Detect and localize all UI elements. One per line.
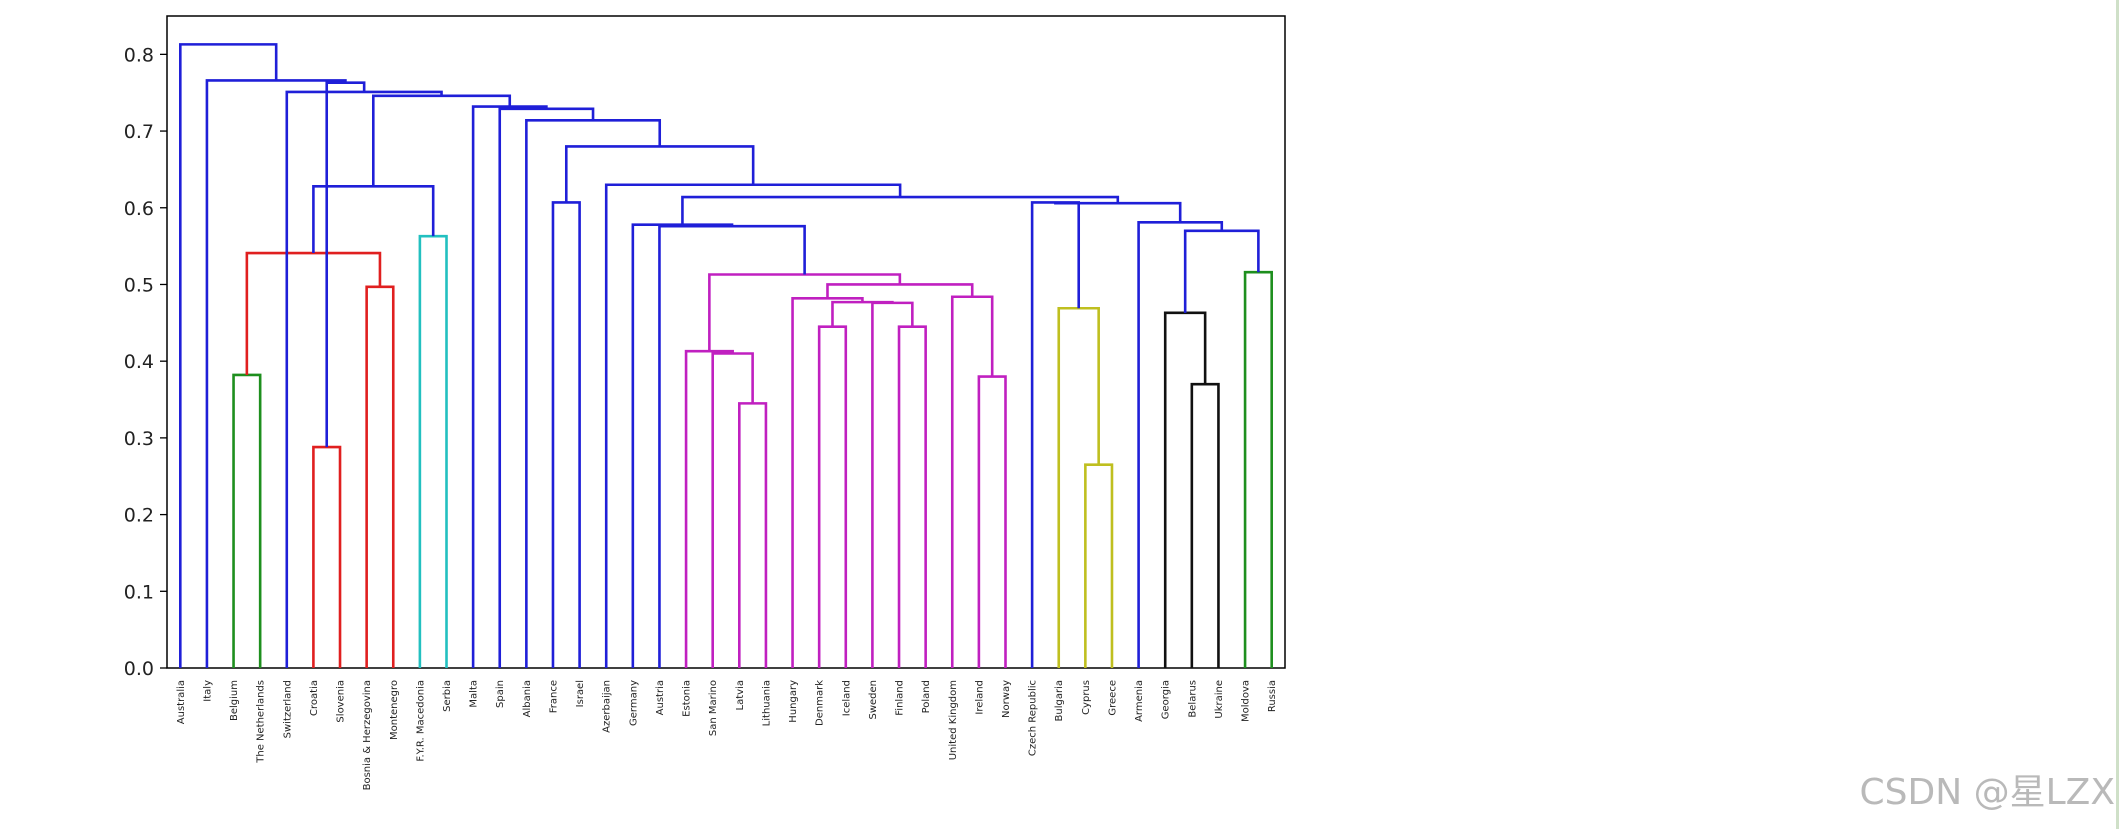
leaf-label: Bulgaria (1054, 680, 1065, 721)
watermark: CSDN @星LZX (1859, 772, 2115, 813)
dendrogram-link (1030, 201, 1080, 668)
leaf-label: Russia (1267, 680, 1278, 712)
leaf-label: Azerbaijan (602, 680, 613, 733)
y-tick-label: 0.8 (124, 44, 154, 66)
leaf-label: Belgium (229, 680, 240, 721)
leaf-label: Armenia (1134, 680, 1145, 722)
leaf-label: Spain (495, 680, 506, 708)
dendrogram-link (897, 325, 927, 668)
leaf-label: Estonia (682, 680, 693, 717)
dendrogram-links (179, 43, 1273, 668)
leaf-label: Australia (176, 680, 187, 724)
y-tick-label: 0.5 (124, 274, 154, 296)
y-tick-label: 0.6 (124, 198, 154, 220)
dendrogram-link (232, 373, 262, 668)
dendrogram-link (365, 285, 395, 668)
dendrogram-link (950, 295, 994, 668)
window-edge (2116, 0, 2119, 829)
dendrogram-link (1163, 311, 1207, 668)
leaf-label: Serbia (442, 680, 453, 712)
leaf-label: Sweden (868, 680, 879, 720)
dendrogram-link (817, 325, 848, 668)
y-tick-label: 0.0 (124, 658, 154, 680)
leaf-label: Hungary (788, 680, 799, 723)
leaf-label: San Marino (708, 680, 719, 736)
leaf-label: Belarus (1187, 680, 1198, 718)
leaf-label: Greece (1107, 680, 1118, 716)
leaf-label: Lithuania (761, 680, 772, 726)
dendrogram-link (791, 296, 864, 668)
leaf-label: Latvia (735, 680, 746, 710)
leaf-label: Croatia (309, 680, 320, 716)
leaf-label: Ukraine (1214, 680, 1225, 719)
leaf-label: Slovenia (336, 680, 347, 723)
leaf-label: Georgia (1161, 680, 1172, 719)
leaf-label: Albania (522, 680, 533, 717)
dendrogram-link (711, 352, 754, 668)
leaf-label: Ireland (974, 680, 985, 715)
x-axis-leaf-labels: Australia Italy Belgium The Netherlands Swit… (176, 680, 1278, 791)
leaf-label: Germany (628, 680, 639, 726)
leaf-label: Czech Republic (1028, 680, 1039, 756)
leaf-label: Austria (655, 680, 666, 715)
leaf-label: Finland (895, 680, 906, 716)
leaf-label: Malta (469, 680, 480, 708)
dendrogram-link (604, 183, 902, 668)
dendrogram-link (831, 300, 894, 327)
leaf-label: Norway (1001, 680, 1012, 718)
leaf-label: Moldova (1241, 680, 1252, 722)
y-tick-label: 0.2 (124, 505, 154, 527)
dendrogram-link (1137, 221, 1224, 668)
plot-area (166, 15, 1286, 669)
dendrogram-link (179, 43, 278, 668)
leaf-label: France (548, 680, 559, 713)
leaf-label: Poland (921, 680, 932, 713)
dendrogram-link (738, 402, 768, 668)
dendrogram-link (471, 105, 548, 668)
leaf-label: Denmark (815, 680, 826, 726)
leaf-label: Montenegro (389, 680, 400, 740)
leaf-label: Switzerland (282, 680, 293, 738)
leaf-label: Cyprus (1081, 680, 1092, 715)
dendrogram-link (681, 195, 1120, 225)
y-axis: 0.0 0.1 0.2 0.3 0.4 0.5 0.6 0.7 0.8 (124, 44, 167, 680)
y-tick-label: 0.1 (124, 581, 154, 603)
dendrogram-link (1243, 270, 1273, 668)
dendrogram-link (708, 273, 902, 352)
dendrogram-link (684, 349, 734, 668)
dendrogram-link (977, 375, 1007, 668)
leaf-label: F.Y.R. Macedonia (415, 680, 426, 762)
leaf-label: Bosnia & Herzegovina (362, 680, 373, 790)
y-tick-label: 0.4 (124, 351, 154, 373)
dendrogram-link (826, 283, 974, 299)
y-tick-label: 0.7 (124, 121, 154, 143)
leaf-label: United Kingdom (948, 680, 959, 760)
leaf-label: Iceland (841, 680, 852, 716)
leaf-label: Italy (202, 680, 213, 702)
leaf-label: The Netherlands (256, 680, 267, 764)
dendrogram-link (418, 234, 448, 668)
leaf-label: Israel (575, 680, 586, 707)
y-tick-label: 0.3 (124, 428, 154, 450)
